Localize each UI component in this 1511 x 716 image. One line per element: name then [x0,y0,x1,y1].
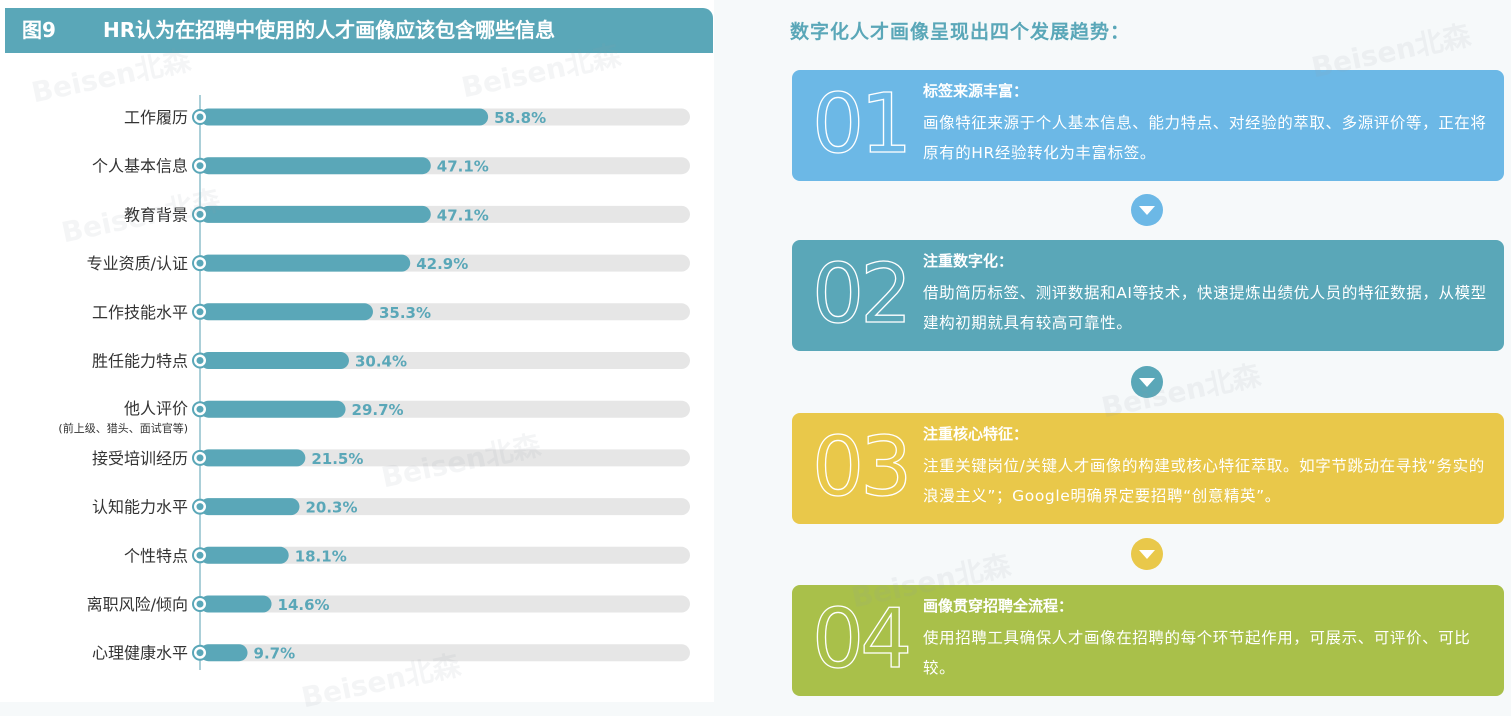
figure-number: 图9 [22,18,56,42]
trend-title: 标签来源丰富： [923,82,1029,100]
bar-marker-dot [196,405,204,413]
category-label: 离职风险/倾向 [87,595,188,614]
trend-body: 使用招聘工具确保人才画像在招聘的每个环节起作用，可展示、可评价、可比较。 [923,629,1471,677]
bar-marker-dot [196,454,204,462]
bar-marker-dot [196,308,204,316]
bar [200,546,289,564]
bar [200,498,300,516]
value-label: 29.7% [352,401,404,419]
trend-card-2: 02 注重数字化： 借助简历标签、测评数据和AI等技术，快速提炼出绩优人员的特征… [792,240,1504,351]
category-label: 接受培训经历 [92,449,188,468]
bar-marker-dot [196,162,204,170]
chevron-down-icon [1131,538,1163,570]
category-label: 个性特点 [124,546,188,565]
value-label: 18.1% [295,547,347,565]
value-label: 9.7% [254,645,296,663]
value-label: 47.1% [437,206,489,224]
category-label: 教育背景 [124,205,188,224]
value-label: 35.3% [379,304,431,322]
value-label: 21.5% [311,450,363,468]
trend-number: 02 [811,247,913,342]
trend-card-4: 04 画像贯穿招聘全流程： 使用招聘工具确保人才画像在招聘的每个环节起作用，可展… [792,585,1504,696]
category-label: 心理健康水平 [92,644,188,663]
bar-marker-dot [196,210,204,218]
figure-header: 图9 HR认为在招聘中使用的人才画像应该包含哪些信息 [5,8,713,53]
trend-number: 01 [811,77,913,172]
bar [200,205,431,223]
bar-track [200,498,690,516]
bar [200,595,272,613]
trends-title: 数字化人才画像呈现出四个发展趋势： [790,21,1131,43]
category-label: 专业资质/认证 [87,254,188,273]
bar [200,303,373,321]
bar-chart: 工作履历 58.8% 个人基本信息 47.1% 教育背景 47.1% 专业资质/认证 42.9… [58,95,690,670]
category-label: 他人评价 [124,399,188,418]
bar-marker-dot [196,503,204,511]
trend-number: 03 [811,420,913,515]
trend-card-1: 01 标签来源丰富： 画像特征来源于个人基本信息、能力特点、对经验的萃取、多源评… [792,70,1504,181]
bar-marker-dot [196,600,204,608]
value-label: 20.3% [305,499,357,517]
value-label: 58.8% [494,109,546,127]
trend-number: 04 [811,592,913,687]
category-label: 认知能力水平 [92,498,188,517]
bar-marker-dot [196,649,204,657]
trend-body: 画像特征来源于个人基本信息、能力特点、对经验的萃取、多源评价等，正在将原有的HR… [923,114,1487,162]
category-label: 工作技能水平 [92,303,188,322]
bar-marker-dot [196,551,204,559]
trend-body: 注重关键岗位/关键人才画像的构建或核心特征萃取。如字节跳动在寻找“务实的浪漫主义… [923,457,1485,505]
bar [200,352,349,369]
bar-track [200,449,690,467]
value-label: 30.4% [355,353,407,371]
category-label: 个人基本信息 [92,157,188,176]
trend-title: 注重数字化： [923,252,1014,270]
value-label: 42.9% [416,255,468,273]
bar [200,157,431,175]
chart-panel: 图9 HR认为在招聘中使用的人才画像应该包含哪些信息 工作履历 58.8% 个人基本… [0,0,714,702]
bar-track [200,644,690,662]
trend-title: 画像贯穿招聘全流程： [923,597,1074,615]
trend-card-3: 03 注重核心特征： 注重关键岗位/关键人才画像的构建或核心特征萃取。如字节跳动… [792,413,1504,524]
bar [200,644,248,662]
category-note: (前上级、猎头、面试官等) [58,421,188,435]
bar-track [200,546,690,564]
bar-marker-dot [196,357,204,364]
chevron-down-icon [1131,366,1163,398]
chevron-down-icon [1131,194,1163,226]
bar-marker-dot [196,113,204,121]
bar [200,108,489,126]
bar [200,254,411,272]
bar-marker-dot [196,259,204,267]
trend-title: 注重核心特征： [923,425,1029,443]
value-label: 47.1% [437,158,489,176]
bar [200,400,346,418]
trend-body: 借助简历标签、测评数据和AI等技术，快速提炼出绩优人员的特征数据，从模型建构初期… [923,284,1487,332]
figure-title: HR认为在招聘中使用的人才画像应该包含哪些信息 [103,18,556,42]
value-label: 14.6% [278,596,330,614]
bar [200,449,306,467]
category-label: 工作履历 [124,108,188,127]
bar-track [200,595,690,613]
category-label: 胜任能力特点 [92,352,188,371]
